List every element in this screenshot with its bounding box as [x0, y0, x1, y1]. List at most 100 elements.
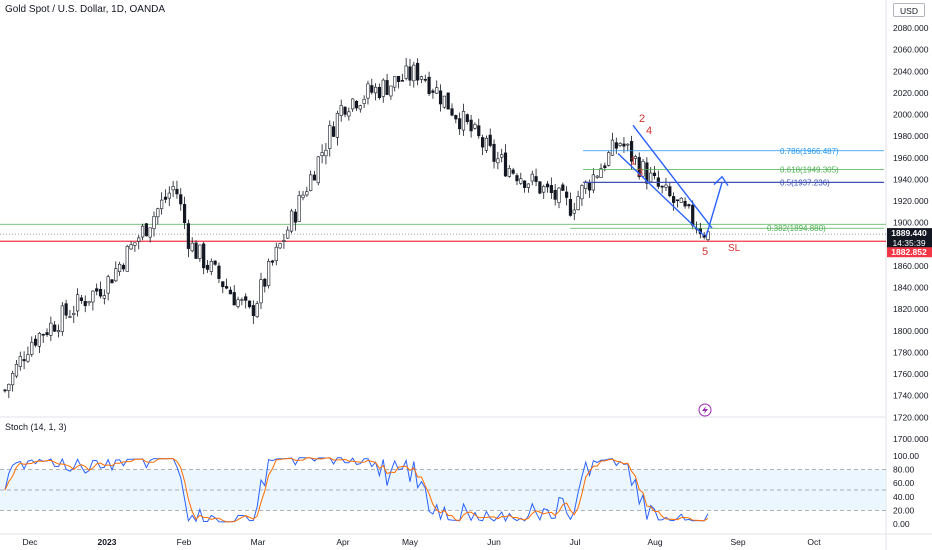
- candle-up: [542, 186, 546, 193]
- candle-down: [354, 100, 359, 109]
- time-axis-label: Aug: [647, 537, 662, 547]
- candle-down: [343, 106, 347, 115]
- candle-up: [106, 276, 110, 294]
- candle-up: [530, 173, 534, 182]
- candle-up: [419, 76, 424, 80]
- candle-down: [660, 185, 664, 188]
- candle-up: [259, 279, 263, 304]
- candle-up: [125, 245, 129, 272]
- candle-down: [477, 125, 481, 137]
- candle-up: [633, 156, 638, 159]
- descending-channel: [617, 124, 729, 237]
- candle-down: [224, 286, 229, 289]
- candle-up: [75, 294, 80, 312]
- candle-up: [278, 243, 282, 249]
- candle-down: [377, 86, 382, 99]
- last-price-tag-bg: [887, 228, 932, 250]
- candle-up: [412, 64, 416, 82]
- candle-down: [396, 75, 401, 82]
- wave-label-2: 2: [639, 113, 645, 125]
- candle-down: [217, 265, 221, 279]
- price-tick-label: 1920.000: [893, 196, 929, 206]
- candle-down: [232, 292, 236, 306]
- candle-up: [595, 175, 599, 178]
- candle-up: [18, 356, 22, 367]
- candle-up: [305, 191, 309, 196]
- candle-up: [347, 111, 351, 117]
- time-axis-label: Oct: [807, 537, 821, 547]
- candle-up: [393, 76, 397, 88]
- candle-down: [182, 204, 187, 224]
- candle-down: [622, 143, 626, 147]
- candle-down: [41, 333, 45, 336]
- candle-down: [454, 115, 458, 120]
- candle-up: [607, 152, 611, 166]
- candle-up: [282, 240, 286, 242]
- candle-down: [385, 80, 389, 95]
- candle-down: [446, 92, 450, 110]
- candle-down: [503, 152, 508, 177]
- candle-down: [603, 165, 607, 169]
- candle-down: [469, 119, 473, 132]
- candle-up: [60, 305, 64, 332]
- candle-up: [496, 158, 500, 164]
- price-tick-label: 1940.000: [893, 174, 929, 184]
- stoch-tick-label: 60.00: [893, 478, 915, 488]
- candle-down: [83, 301, 87, 307]
- candle-up: [610, 139, 615, 156]
- candle-down: [511, 169, 515, 174]
- candle-up: [11, 373, 15, 386]
- candle-up: [362, 98, 366, 104]
- price-tick-label: 2080.000: [893, 23, 929, 33]
- candle-up: [236, 299, 240, 307]
- stoch-d-line: [4, 457, 709, 523]
- candle-up: [68, 316, 72, 318]
- candle-down: [110, 279, 114, 284]
- candle-up: [72, 313, 76, 315]
- candle-down: [683, 200, 687, 207]
- candle-up: [7, 383, 11, 391]
- stoch-indicator-label[interactable]: Stoch (14, 1, 3): [5, 422, 67, 432]
- candle-down: [668, 186, 672, 197]
- candle-down: [614, 142, 618, 149]
- candle-up: [580, 185, 584, 200]
- candle-up: [404, 65, 408, 79]
- candle-down: [98, 288, 103, 297]
- candle-up: [320, 152, 324, 156]
- candle-up: [366, 83, 370, 99]
- candle-up: [339, 105, 343, 116]
- candle-down: [492, 143, 496, 162]
- candle-up: [301, 194, 305, 198]
- fib-level-label: 0.382(1894.880): [767, 224, 826, 233]
- fib-level-label: 0.618(1949.305): [780, 165, 839, 174]
- candle-up: [576, 196, 580, 211]
- candle-up: [26, 354, 30, 362]
- wave-label-3: 3: [637, 167, 643, 179]
- candle-down: [553, 189, 557, 200]
- candle-down: [637, 157, 641, 177]
- candle-up: [389, 85, 393, 97]
- candle-down: [186, 223, 190, 249]
- candle-down: [251, 305, 255, 317]
- price-tick-label: 1800.000: [893, 326, 929, 336]
- candle-up: [641, 161, 645, 177]
- price-tick-label: 1860.000: [893, 261, 929, 271]
- candle-up: [267, 261, 271, 286]
- candle-down: [228, 289, 233, 295]
- candle-up: [358, 105, 362, 110]
- currency-button[interactable]: USD: [893, 3, 925, 17]
- candle-down: [629, 141, 634, 162]
- candle-up: [351, 98, 355, 110]
- candle-up: [133, 242, 137, 246]
- flash-bolt-icon: [702, 406, 708, 414]
- candle-down: [568, 199, 573, 216]
- candle-down: [247, 300, 252, 308]
- candle-down: [645, 162, 649, 184]
- symbol-title[interactable]: Gold Spot / U.S. Dollar, 1D, OANDA: [5, 4, 166, 15]
- price-tick-label: 2020.000: [893, 88, 929, 98]
- candle-up: [507, 168, 511, 177]
- countdown-tag: 14:35:39: [892, 238, 925, 248]
- candle-up: [626, 143, 630, 146]
- candle-down: [45, 332, 49, 336]
